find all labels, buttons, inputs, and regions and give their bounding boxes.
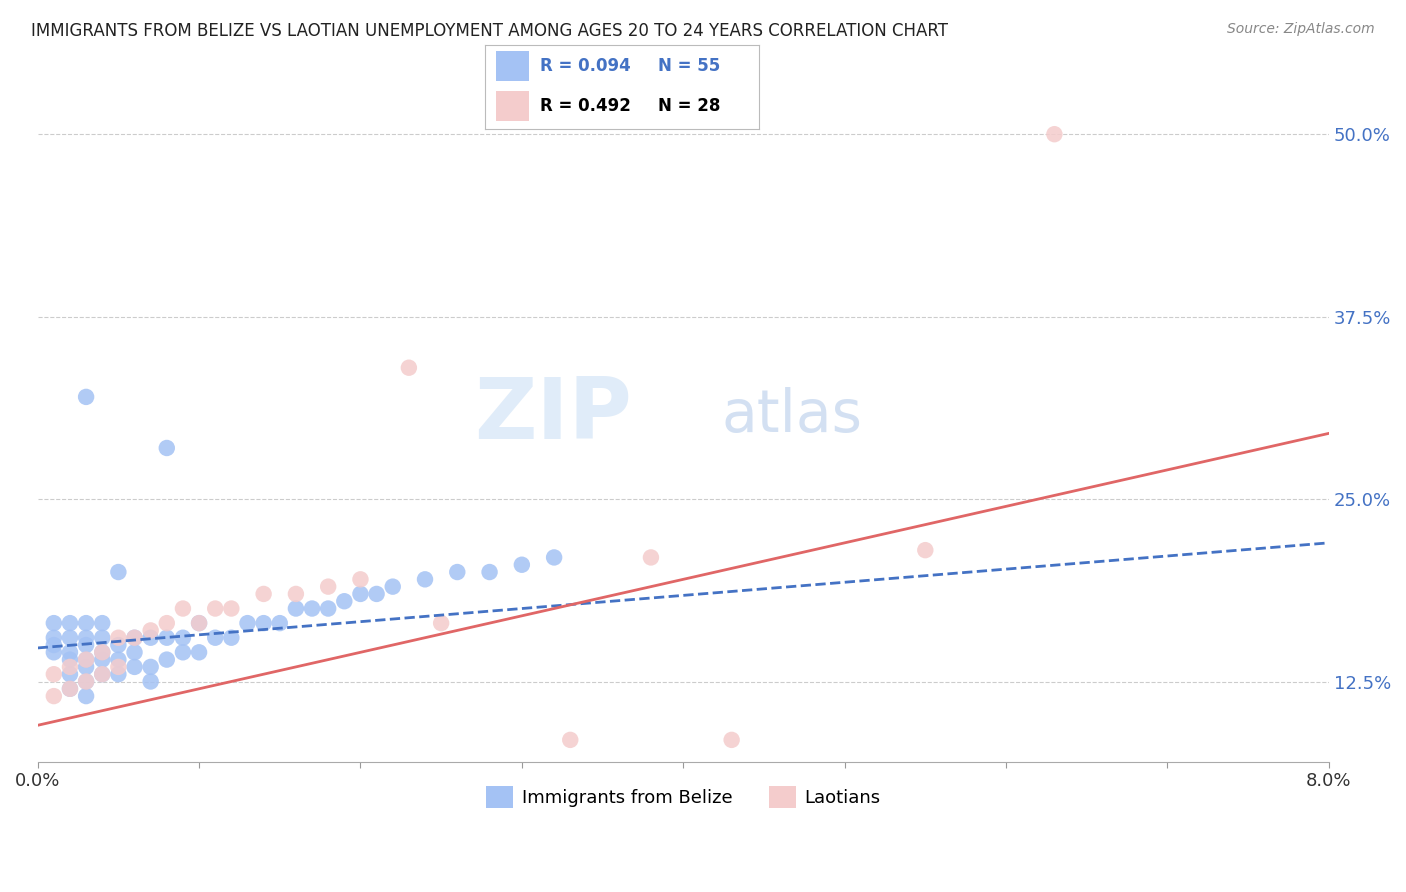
Point	[478, 565, 501, 579]
Point	[333, 594, 356, 608]
Point	[543, 550, 565, 565]
Point	[75, 638, 97, 652]
Point	[107, 652, 129, 666]
Point	[59, 681, 82, 696]
Point	[236, 616, 259, 631]
Point	[284, 601, 307, 615]
Legend: Immigrants from Belize, Laotians: Immigrants from Belize, Laotians	[478, 779, 889, 815]
Point	[75, 674, 97, 689]
Point	[301, 601, 323, 615]
Text: N = 55: N = 55	[658, 57, 720, 75]
Text: R = 0.094: R = 0.094	[540, 57, 631, 75]
Point	[42, 689, 65, 703]
Point	[349, 572, 371, 586]
Point	[156, 616, 179, 631]
Point	[269, 616, 291, 631]
Point	[221, 601, 243, 615]
Point	[75, 652, 97, 666]
Point	[75, 674, 97, 689]
Point	[349, 587, 371, 601]
Point	[42, 638, 65, 652]
Point	[91, 667, 114, 681]
Point	[75, 689, 97, 703]
Text: ZIP: ZIP	[474, 374, 631, 457]
Point	[156, 652, 179, 666]
Point	[510, 558, 533, 572]
Point	[640, 550, 662, 565]
Point	[75, 660, 97, 674]
Point	[1043, 127, 1066, 141]
Point	[221, 631, 243, 645]
Point	[91, 645, 114, 659]
Point	[139, 631, 162, 645]
Point	[42, 616, 65, 631]
Point	[430, 784, 453, 798]
Point	[91, 616, 114, 631]
Point	[188, 616, 211, 631]
Point	[75, 390, 97, 404]
Point	[316, 580, 339, 594]
Point	[446, 565, 468, 579]
Text: IMMIGRANTS FROM BELIZE VS LAOTIAN UNEMPLOYMENT AMONG AGES 20 TO 24 YEARS CORRELA: IMMIGRANTS FROM BELIZE VS LAOTIAN UNEMPL…	[31, 22, 948, 40]
Point	[172, 631, 194, 645]
Point	[59, 660, 82, 674]
Point	[75, 652, 97, 666]
Point	[156, 441, 179, 455]
Point	[253, 587, 276, 601]
Point	[59, 645, 82, 659]
Point	[139, 674, 162, 689]
Point	[381, 580, 404, 594]
Point	[59, 631, 82, 645]
Bar	[496, 91, 529, 120]
Point	[75, 631, 97, 645]
Point	[91, 667, 114, 681]
Point	[107, 638, 129, 652]
Point	[107, 660, 129, 674]
Point	[253, 616, 276, 631]
Text: N = 28: N = 28	[658, 97, 720, 115]
Point	[139, 624, 162, 638]
Point	[914, 543, 936, 558]
Point	[75, 616, 97, 631]
Point	[560, 732, 582, 747]
Point	[284, 587, 307, 601]
Text: Source: ZipAtlas.com: Source: ZipAtlas.com	[1227, 22, 1375, 37]
Point	[124, 631, 146, 645]
Point	[204, 631, 226, 645]
Point	[91, 652, 114, 666]
Point	[59, 667, 82, 681]
Point	[316, 601, 339, 615]
Point	[720, 732, 742, 747]
Point	[59, 616, 82, 631]
Point	[398, 360, 420, 375]
Point	[204, 601, 226, 615]
Text: atlas: atlas	[721, 386, 863, 443]
Text: R = 0.492: R = 0.492	[540, 97, 631, 115]
Point	[42, 667, 65, 681]
Point	[139, 660, 162, 674]
Point	[172, 645, 194, 659]
Bar	[496, 52, 529, 81]
Point	[91, 645, 114, 659]
Point	[59, 652, 82, 666]
Point	[91, 631, 114, 645]
Point	[188, 645, 211, 659]
Point	[366, 587, 388, 601]
Point	[59, 681, 82, 696]
Point	[107, 631, 129, 645]
Point	[107, 667, 129, 681]
Point	[42, 645, 65, 659]
Point	[156, 631, 179, 645]
Point	[42, 631, 65, 645]
Point	[124, 645, 146, 659]
Point	[107, 565, 129, 579]
Point	[172, 601, 194, 615]
Point	[124, 631, 146, 645]
Point	[188, 616, 211, 631]
Point	[413, 572, 436, 586]
Point	[430, 616, 453, 631]
Point	[124, 660, 146, 674]
